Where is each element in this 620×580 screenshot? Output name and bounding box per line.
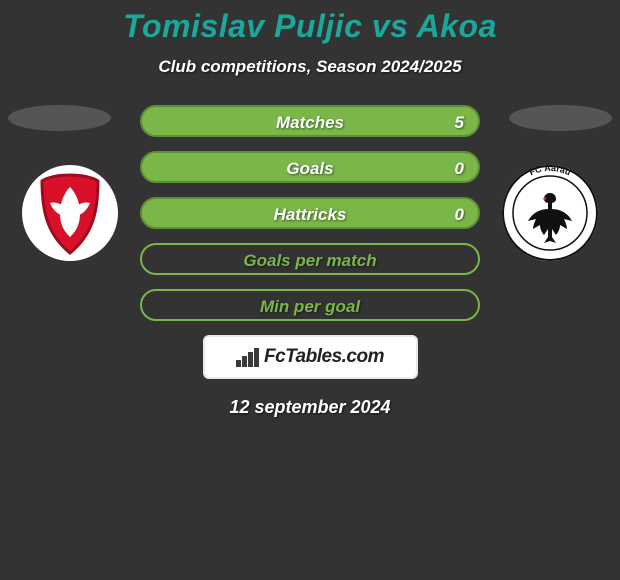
stat-label: Matches (276, 107, 344, 139)
stat-bar-hattricks: Hattricks 0 (140, 197, 480, 229)
left-club-badge (20, 163, 120, 263)
brand-box: FcTables.com (203, 335, 418, 379)
stat-label: Min per goal (260, 291, 360, 323)
stat-value-right: 0 (455, 153, 464, 185)
aarau-badge-icon: FC Aarau (500, 163, 600, 263)
infographic-date: 12 september 2024 (0, 397, 620, 418)
stat-label: Goals per match (243, 245, 376, 277)
stat-label: Hattricks (274, 199, 347, 231)
brand-text: FcTables.com (264, 346, 384, 368)
stat-bar-goals: Goals 0 (140, 151, 480, 183)
right-club-badge: FC Aarau (500, 163, 600, 263)
stat-value-right: 5 (455, 107, 464, 139)
subtitle: Club competitions, Season 2024/2025 (0, 57, 620, 77)
stat-label: Goals (286, 153, 333, 185)
left-player-oval (8, 105, 111, 131)
comparison-stage: FC Aarau Matches 5 Goals 0 Hattricks 0 Goals p… (0, 105, 620, 321)
right-player-oval (509, 105, 612, 131)
stat-bar-matches: Matches 5 (140, 105, 480, 137)
page-title: Tomislav Puljic vs Akoa (0, 0, 620, 45)
fctables-logo-icon (236, 348, 260, 367)
stat-bar-goals-per-match: Goals per match (140, 243, 480, 275)
vaduz-badge-icon (20, 163, 120, 263)
stat-bars: Matches 5 Goals 0 Hattricks 0 Goals per match M… (140, 105, 480, 321)
stat-value-right: 0 (455, 199, 464, 231)
stat-bar-min-per-goal: Min per goal (140, 289, 480, 321)
